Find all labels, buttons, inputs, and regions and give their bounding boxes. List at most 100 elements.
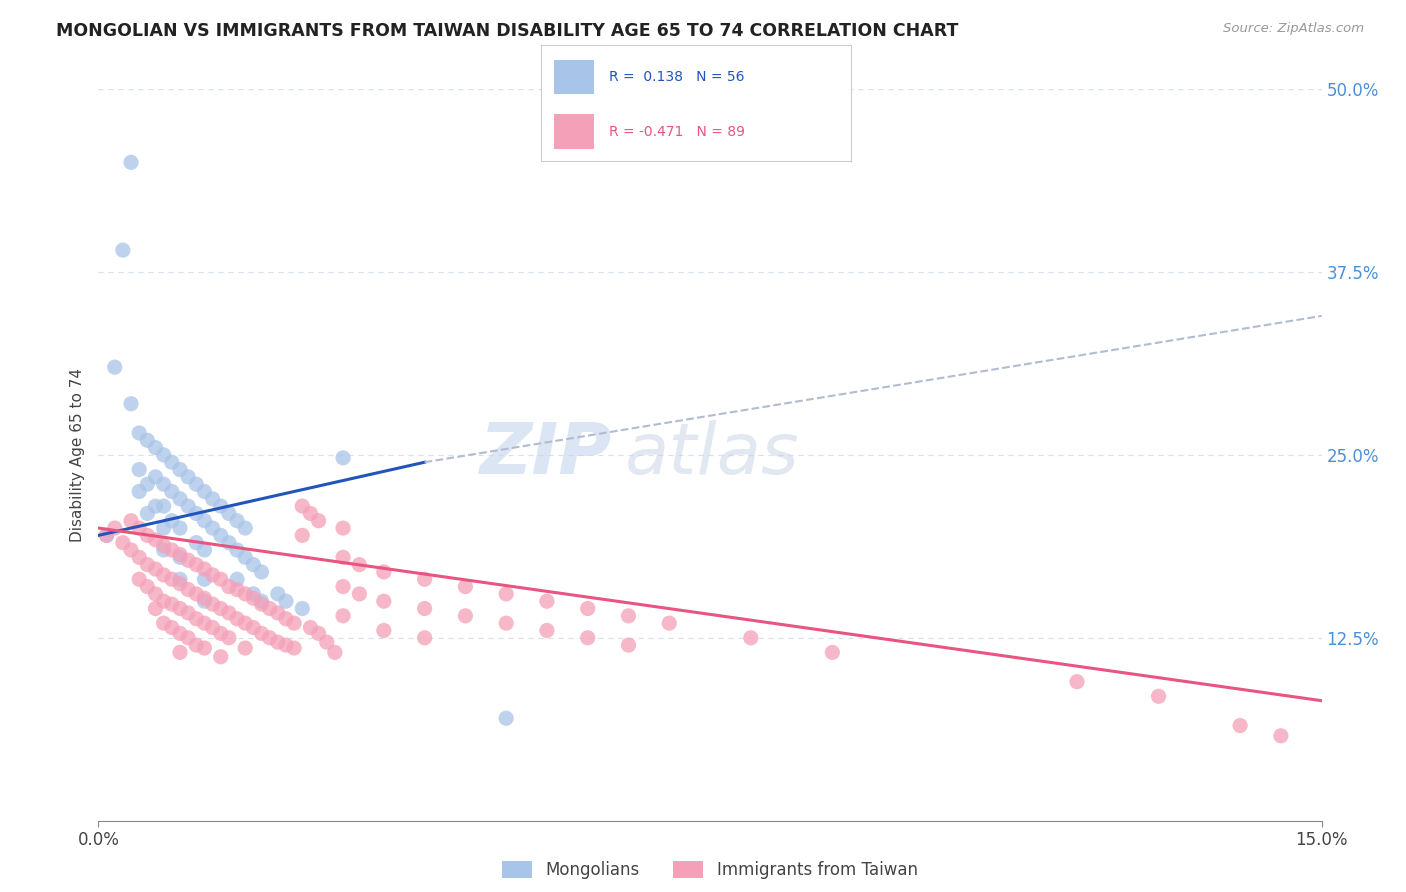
Point	[193, 640, 215, 655]
Text: atlas: atlas	[624, 420, 799, 490]
Point	[259, 631, 281, 645]
Point	[186, 612, 208, 626]
Point	[226, 514, 249, 528]
Text: R =  0.138   N = 56: R = 0.138 N = 56	[609, 70, 745, 84]
Point	[226, 572, 249, 586]
Point	[120, 397, 142, 411]
Point	[209, 601, 232, 615]
Point	[145, 562, 167, 576]
Point	[136, 434, 159, 448]
Point	[218, 535, 240, 549]
Point	[242, 591, 264, 606]
Point	[169, 550, 191, 565]
Point	[299, 621, 322, 635]
Point	[740, 631, 762, 645]
Point	[250, 594, 273, 608]
Point	[169, 626, 191, 640]
Point	[218, 631, 240, 645]
Point	[308, 626, 330, 640]
Point	[1229, 718, 1251, 732]
Point	[332, 450, 354, 465]
Point	[291, 499, 314, 513]
Point	[274, 612, 297, 626]
Point	[495, 587, 517, 601]
Point	[160, 621, 183, 635]
Point	[226, 543, 249, 558]
Legend: Mongolians, Immigrants from Taiwan: Mongolians, Immigrants from Taiwan	[496, 854, 924, 886]
Point	[177, 499, 200, 513]
Point	[152, 539, 174, 553]
Point	[617, 638, 640, 652]
Point	[218, 580, 240, 594]
Point	[160, 514, 183, 528]
Point	[145, 533, 167, 547]
Point	[332, 550, 354, 565]
Text: Source: ZipAtlas.com: Source: ZipAtlas.com	[1223, 22, 1364, 36]
Point	[136, 558, 159, 572]
Point	[160, 484, 183, 499]
Point	[201, 491, 224, 506]
Text: R = -0.471   N = 89: R = -0.471 N = 89	[609, 125, 745, 138]
Point	[169, 548, 191, 562]
Point	[128, 462, 150, 476]
Point	[152, 499, 174, 513]
Point	[120, 543, 142, 558]
Bar	[554, 114, 593, 149]
Point	[128, 521, 150, 535]
Point	[1147, 690, 1170, 704]
Point	[152, 521, 174, 535]
Point	[454, 580, 477, 594]
Point	[193, 484, 215, 499]
Point	[186, 638, 208, 652]
Point	[267, 635, 290, 649]
Point	[332, 580, 354, 594]
Point	[128, 572, 150, 586]
Point	[291, 601, 314, 615]
Point	[128, 425, 150, 440]
Point	[242, 621, 264, 635]
Point	[201, 621, 224, 635]
Point	[186, 477, 208, 491]
Point	[349, 558, 371, 572]
Point	[120, 514, 142, 528]
Point	[193, 543, 215, 558]
Point	[136, 528, 159, 542]
Point	[96, 528, 118, 542]
Point	[193, 591, 215, 606]
Point	[169, 576, 191, 591]
Point	[193, 572, 215, 586]
Point	[152, 616, 174, 631]
Point	[193, 562, 215, 576]
Y-axis label: Disability Age 65 to 74: Disability Age 65 to 74	[70, 368, 86, 542]
Point	[152, 477, 174, 491]
Point	[152, 567, 174, 582]
Point	[136, 580, 159, 594]
Point	[209, 528, 232, 542]
Point	[454, 608, 477, 623]
Point	[233, 640, 256, 655]
Point	[104, 521, 127, 535]
Point	[226, 582, 249, 597]
Point	[536, 624, 558, 638]
Point	[226, 612, 249, 626]
Point	[136, 477, 159, 491]
Point	[209, 626, 232, 640]
Point	[373, 565, 395, 579]
Point	[177, 582, 200, 597]
Point	[177, 631, 200, 645]
Point	[283, 616, 305, 631]
Point	[169, 601, 191, 615]
Point	[413, 601, 436, 615]
Point	[193, 514, 215, 528]
Point	[495, 616, 517, 631]
Point	[576, 631, 599, 645]
Point	[259, 601, 281, 615]
Point	[315, 635, 337, 649]
Point	[169, 491, 191, 506]
Point	[218, 606, 240, 620]
Point	[209, 499, 232, 513]
Point	[177, 553, 200, 567]
Point	[145, 470, 167, 484]
Point	[283, 640, 305, 655]
Point	[495, 711, 517, 725]
